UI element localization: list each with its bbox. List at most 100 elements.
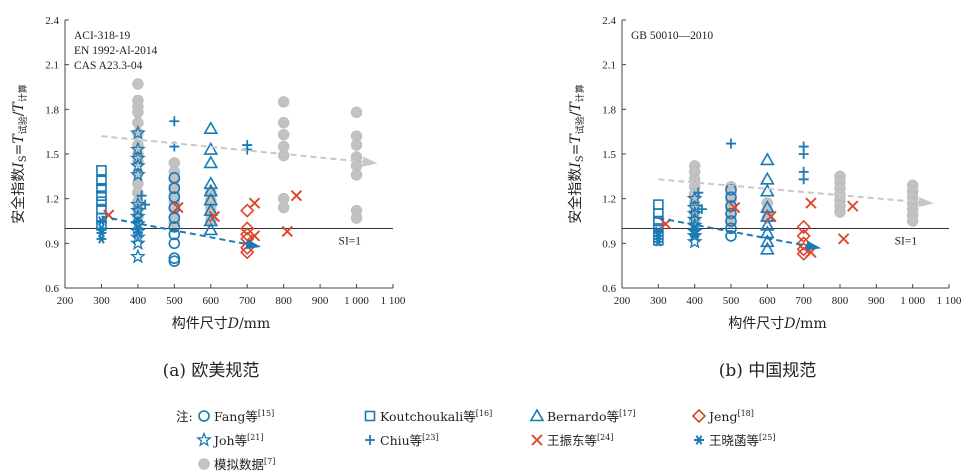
x-tick-label: 900 bbox=[312, 295, 329, 307]
x-tick-label: 300 bbox=[650, 295, 667, 307]
trend-arrow-blue bbox=[805, 240, 822, 251]
data-point-joh bbox=[129, 234, 146, 251]
data-point-wang_zd bbox=[290, 190, 303, 202]
data-point-joh bbox=[686, 211, 703, 227]
data-point-chiu bbox=[169, 116, 180, 127]
legend-marker-joh bbox=[196, 431, 212, 447]
legend-label-wang_zd: 王振东等[24] bbox=[547, 433, 613, 448]
data-point-jeng bbox=[796, 246, 811, 261]
data-point-bernardo bbox=[759, 152, 775, 166]
data-point-wang_xh bbox=[653, 237, 664, 247]
y-tick-label: 1.8 bbox=[45, 104, 59, 116]
data-point-koutchoukali bbox=[96, 196, 107, 207]
data-point-wang_zd bbox=[765, 210, 777, 223]
data-point-chiu bbox=[693, 187, 704, 198]
data-point-wang_zd bbox=[847, 200, 859, 212]
data-point-koutchoukali bbox=[96, 165, 107, 176]
data-point-joh bbox=[686, 227, 703, 243]
data-point-sim bbox=[132, 78, 144, 90]
panel-caption: (b) 中国规范 bbox=[719, 361, 817, 381]
y-tick-label: 2.1 bbox=[602, 60, 616, 72]
x-tick-label: 400 bbox=[686, 295, 703, 307]
y-axis-label: 安全指数IS=T试验/T计算 bbox=[567, 84, 586, 224]
x-tick-label: 800 bbox=[832, 295, 849, 307]
y-tick-label: 1.8 bbox=[602, 104, 616, 116]
data-point-koutchoukali bbox=[96, 182, 107, 194]
data-point-fang bbox=[168, 182, 181, 195]
data-point-joh bbox=[129, 166, 146, 182]
data-point-bernardo bbox=[759, 241, 775, 255]
data-point-bernardo bbox=[203, 222, 219, 236]
data-point-bernardo bbox=[203, 155, 219, 169]
x-tick-label: 200 bbox=[57, 295, 74, 307]
data-point-fang bbox=[168, 252, 181, 265]
data-point-bernardo bbox=[759, 171, 775, 185]
data-point-wang_zd bbox=[172, 201, 184, 214]
legend-label-fang: Fang等[15] bbox=[214, 409, 274, 424]
data-point-chiu bbox=[798, 149, 809, 159]
data-point-wang_zd bbox=[208, 210, 221, 223]
x-tick-label: 1 000 bbox=[344, 295, 369, 307]
y-tick-label: 0.6 bbox=[602, 283, 616, 295]
x-tick-label: 700 bbox=[239, 295, 256, 307]
legend-prefix: 注: bbox=[176, 409, 193, 424]
y-tick-label: 0.6 bbox=[45, 283, 59, 295]
data-point-joh bbox=[129, 248, 146, 264]
legend-marker-jeng bbox=[691, 408, 707, 424]
data-point-joh bbox=[129, 202, 146, 218]
data-point-sim bbox=[277, 116, 290, 129]
trend-line-blue bbox=[658, 217, 819, 249]
legend-marker-wang_xh bbox=[694, 435, 704, 445]
data-point-fang bbox=[725, 191, 737, 203]
data-point-joh bbox=[129, 124, 146, 140]
data-point-bernardo bbox=[203, 141, 219, 155]
trend-arrow-grey bbox=[362, 156, 378, 167]
data-point-sim bbox=[350, 139, 363, 151]
legend-label-jeng: Jeng[18] bbox=[707, 409, 754, 424]
data-point-sim bbox=[277, 128, 290, 141]
y-tick-label: 1.2 bbox=[45, 194, 59, 206]
data-point-jeng bbox=[240, 203, 255, 218]
data-point-sim bbox=[277, 201, 290, 214]
data-point-chiu bbox=[696, 204, 707, 215]
data-point-wang_zd bbox=[837, 233, 850, 245]
legend-label-joh: Joh等[21] bbox=[212, 433, 264, 448]
x-tick-label: 700 bbox=[795, 295, 812, 307]
legend-label-koutchoukali: Koutchoukali等[16] bbox=[380, 409, 492, 424]
data-point-fang bbox=[725, 215, 737, 227]
y-tick-label: 1.5 bbox=[45, 149, 59, 161]
trend-line-grey bbox=[658, 178, 931, 205]
x-tick-label: 300 bbox=[93, 295, 110, 307]
data-point-bernardo bbox=[759, 217, 775, 231]
data-point-sim bbox=[350, 212, 363, 224]
data-point-joh bbox=[686, 233, 703, 249]
x-tick-label: 400 bbox=[130, 295, 147, 307]
data-point-chiu bbox=[798, 174, 809, 185]
data-point-wang_zd bbox=[805, 197, 817, 209]
data-point-chiu bbox=[140, 199, 151, 210]
data-point-bernardo bbox=[203, 121, 219, 134]
data-point-jeng bbox=[240, 221, 255, 236]
data-point-koutchoukali bbox=[653, 199, 664, 210]
trend-line-blue bbox=[101, 215, 259, 248]
x-tick-label: 1 100 bbox=[381, 295, 406, 307]
y-axis-label: 安全指数IS=T试验/T计算 bbox=[10, 84, 29, 224]
data-point-wang_zd bbox=[281, 225, 293, 238]
legend-marker-koutchoukali bbox=[364, 410, 376, 422]
reference-line-label: SI=1 bbox=[895, 235, 918, 247]
panel-b: 0.6 0.9 1.2 1.5 1.8 2.1 2.4 200 300 400 500 600 700 8… bbox=[567, 15, 962, 381]
y-tick-label: 2.1 bbox=[45, 60, 59, 72]
data-point-joh bbox=[129, 196, 146, 212]
data-point-koutchoukali bbox=[96, 190, 107, 201]
data-point-wang_zd bbox=[248, 197, 261, 209]
legend-label-sim: 模拟数据[7] bbox=[214, 457, 275, 472]
y-tick-label: 2.4 bbox=[602, 15, 616, 27]
y-tick-label: 1.5 bbox=[602, 149, 616, 161]
data-point-chiu bbox=[136, 190, 147, 201]
data-point-koutchoukali bbox=[96, 175, 107, 187]
data-point-wang_zd bbox=[728, 201, 741, 214]
note-text: ACI-318-19 bbox=[74, 30, 130, 42]
note-text: EN 1992-Al-2014 bbox=[74, 45, 158, 57]
note-text: CAS A23.3-04 bbox=[74, 60, 143, 72]
